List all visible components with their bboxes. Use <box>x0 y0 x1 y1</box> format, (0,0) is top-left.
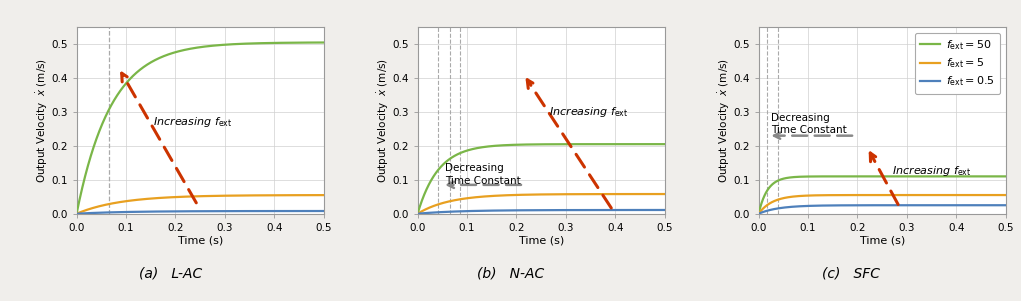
X-axis label: Time (s): Time (s) <box>860 235 905 246</box>
Y-axis label: Output Velocity  $\dot{x}$ (m/s): Output Velocity $\dot{x}$ (m/s) <box>376 58 391 183</box>
Text: Increasing $f_{\mathrm{ext}}$: Increasing $f_{\mathrm{ext}}$ <box>548 105 628 119</box>
Text: (b)   N-AC: (b) N-AC <box>477 267 544 281</box>
Text: (c)   SFC: (c) SFC <box>822 267 880 281</box>
Legend: $f_{\mathrm{ext}}=50$, $f_{\mathrm{ext}}=5$, $f_{\mathrm{ext}}=0.5$: $f_{\mathrm{ext}}=50$, $f_{\mathrm{ext}}… <box>915 33 1001 94</box>
Text: Increasing $f_{\mathrm{ext}}$: Increasing $f_{\mathrm{ext}}$ <box>153 115 233 129</box>
Y-axis label: Output Velocity  $\dot{x}$ (m/s): Output Velocity $\dot{x}$ (m/s) <box>717 58 732 183</box>
Text: Increasing $f_{\mathrm{ext}}$: Increasing $f_{\mathrm{ext}}$ <box>892 164 971 178</box>
Text: (a)   L-AC: (a) L-AC <box>139 267 202 281</box>
Text: Decreasing
Time Constant: Decreasing Time Constant <box>445 163 521 186</box>
Text: Decreasing
Time Constant: Decreasing Time Constant <box>771 113 846 135</box>
X-axis label: Time (s): Time (s) <box>178 235 223 246</box>
X-axis label: Time (s): Time (s) <box>519 235 564 246</box>
Y-axis label: Output Velocity  $\dot{x}$ (m/s): Output Velocity $\dot{x}$ (m/s) <box>35 58 50 183</box>
